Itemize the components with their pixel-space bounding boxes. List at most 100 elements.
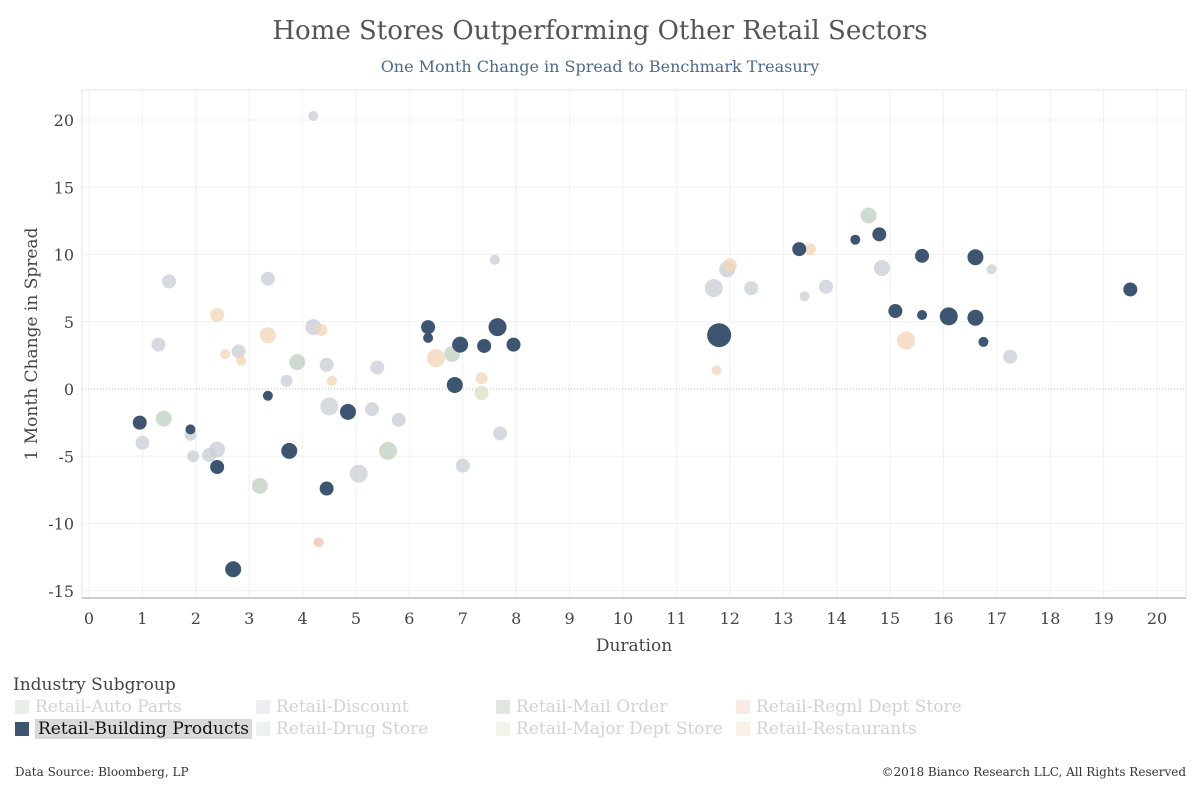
legend-label: Retail-Drug Store [276,719,429,739]
scatter-point [162,274,177,289]
scatter-point [818,279,833,294]
scatter-point [251,477,268,494]
legend-label: Retail-Mail Order [516,697,668,717]
x-tick-label: 11 [666,609,686,628]
x-tick-label: 10 [613,609,633,628]
scatter-point [210,308,225,323]
x-tick-label: 1 [137,609,147,628]
scatter-point [477,338,492,353]
scatter-point [185,424,196,435]
legend-swatch [496,722,510,736]
gridlines [82,90,1186,598]
scatter-point [187,450,200,463]
x-tick-label: 16 [933,609,953,628]
scatter-point [873,259,890,276]
x-tick-label: 6 [404,609,414,628]
chart-subtitle: One Month Change in Spread to Benchmark … [380,57,820,76]
y-axis-label: 1 Month Change in Spread [22,227,42,460]
scatter-point [209,441,226,458]
legend-item[interactable]: Retail-Building Products [15,718,253,740]
legend-label: Retail-Building Products [35,719,253,739]
y-tick-label: 10 [54,246,74,265]
scatter-point [1123,282,1138,297]
scatter-point [427,349,446,368]
plot-area [81,89,1187,599]
x-tick-label: 5 [351,609,361,628]
x-tick-label: 15 [880,609,900,628]
x-tick-label: 4 [298,609,308,628]
scatter-point [349,464,368,483]
legend-label: Retail-Major Dept Store [516,719,723,739]
scatter-point [319,357,334,372]
x-tick-label: 9 [565,609,575,628]
scatter-point [872,227,887,242]
scatter-point [915,248,930,263]
scatter-point [850,234,861,245]
legend-item[interactable]: Retail-Auto Parts [15,696,182,718]
scatter-point [391,412,406,427]
x-tick-label: 14 [826,609,846,628]
y-tick-label: -10 [48,515,74,534]
scatter-point [320,397,339,416]
scatter-point [792,242,807,257]
copyright-note: ©2018 Bianco Research LLC, All Rights Re… [881,765,1186,779]
legend-label: Retail-Restaurants [756,719,917,739]
scatter-point [860,207,877,224]
scatter-point [475,372,488,385]
scatter-point [1003,349,1018,364]
scatter-point [315,323,328,336]
legend-item[interactable]: Retail-Regnl Dept Store [736,696,962,718]
legend-item[interactable]: Retail-Major Dept Store [496,718,723,740]
scatter-point [888,303,903,318]
scatter-point [281,442,298,459]
legend-item[interactable]: Retail-Drug Store [256,718,428,740]
scatter-point [308,110,319,121]
x-tick-label: 2 [191,609,201,628]
x-axis-label: Duration [596,636,672,656]
legend-swatch [256,700,270,714]
data-source-note: Data Source: Bloomberg, LP [15,765,189,779]
scatter-point [319,481,334,496]
x-tick-label: 18 [1040,609,1060,628]
x-tick-labels: 0 1 2 3 4 5 6 7 8 9 10 11 12 13 14 15 16 17 18 19 20 [84,609,1167,628]
scatter-point [132,415,147,430]
x-tick-label: 8 [511,609,521,628]
scatter-point [967,249,984,266]
y-tick-label: -15 [48,582,74,601]
x-tick-label: 3 [244,609,254,628]
legend-swatch [736,722,750,736]
scatter-plot: 0 1 2 3 4 5 6 7 8 9 10 11 12 13 14 15 16 17 18 19 20 -15-10-… [22,89,1187,656]
chart-title: Home Stores Outperforming Other Retail S… [272,16,928,46]
scatter-point [220,349,231,360]
scatter-point [421,320,436,335]
scatter-point [155,410,172,427]
legend-swatch [496,700,510,714]
y-tick-label: 0 [64,380,74,399]
scatter-point [370,360,385,375]
scatter-point [452,336,469,353]
scatter-point [225,561,242,578]
legend-item[interactable]: Retail-Discount [256,696,409,718]
scatter-point [231,344,246,359]
scatter-point [339,403,356,420]
scatter-point [326,375,337,386]
scatter-point [259,327,276,344]
scatter-point [260,271,275,286]
scatter-point [897,331,916,350]
legend-swatch [15,722,29,736]
legend-item[interactable]: Retail-Mail Order [496,696,667,718]
scatter-point [210,460,225,475]
x-tick-label: 13 [773,609,793,628]
scatter-point [262,390,273,401]
scatter-point [704,279,723,298]
scatter-point [978,336,989,347]
scatter-point [489,254,500,265]
y-tick-label: 20 [54,111,74,130]
scatter-point [313,537,324,548]
legend-item[interactable]: Retail-Restaurants [736,718,917,740]
scatter-point [799,291,810,302]
scatter-point [365,402,380,417]
legend-title: Industry Subgroup [13,675,176,695]
scatter-point [280,374,293,387]
x-tick-label: 7 [458,609,468,628]
